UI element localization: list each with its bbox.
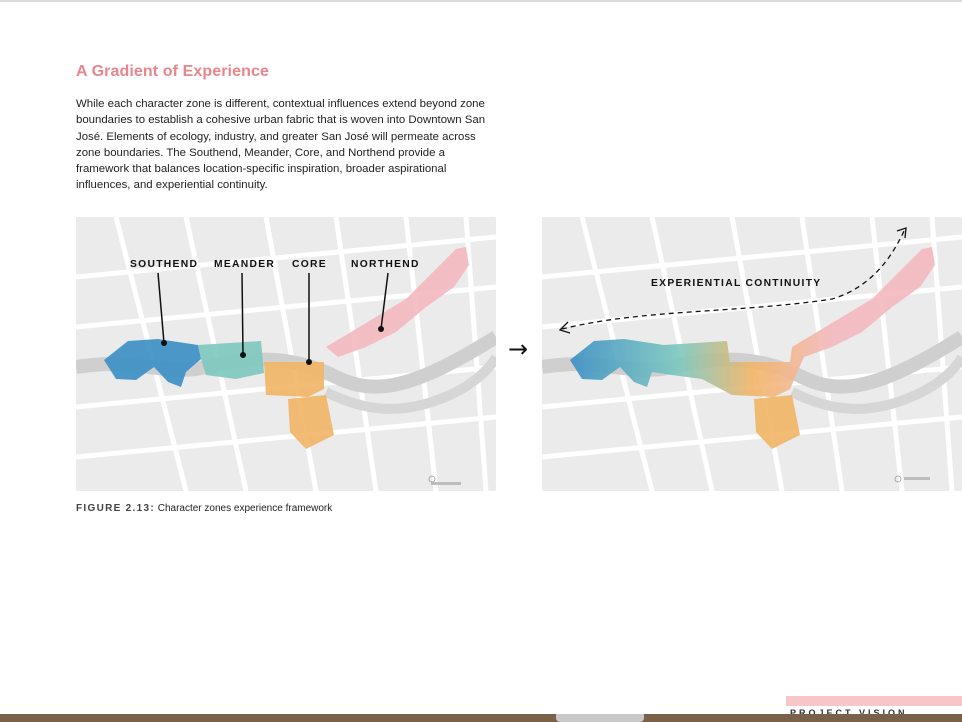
continuity-map-graphic <box>542 217 962 491</box>
arrowhead-left-icon <box>558 321 571 334</box>
flow-arrow-icon: → <box>508 335 529 363</box>
north-arrow-icon <box>428 475 436 483</box>
continuity-label: EXPERIENTIAL CONTINUITY <box>651 278 822 289</box>
continuity-map: EXPERIENTIAL CONTINUITY <box>542 217 962 491</box>
figure-caption-text: Character zones experience framework <box>157 503 333 514</box>
footer-accent-strip <box>786 696 962 706</box>
zone-leader-lines <box>157 272 389 362</box>
figure-caption: FIGURE 2.13: Character zones experience … <box>76 503 332 514</box>
zone-label-northend: NORTHEND <box>351 259 420 270</box>
zones-map-graphic <box>76 217 496 491</box>
arrowhead-right-icon <box>896 227 907 239</box>
zone-label-meander: MEANDER <box>214 259 276 270</box>
zone-label-southend: SOUTHEND <box>130 259 199 270</box>
gradient-zones <box>570 247 935 397</box>
page-top-border <box>0 0 962 2</box>
intro-paragraph: While each character zone is different, … <box>76 98 486 192</box>
page-title: A Gradient of Experience <box>76 63 269 80</box>
character-zones-map: SOUTHEND MEANDER CORE NORTHEND <box>76 217 496 491</box>
figure-number: FIGURE 2.13: <box>76 503 155 514</box>
zone-label-core: CORE <box>292 259 327 270</box>
continuity-arrow-path <box>561 228 906 330</box>
core-zone <box>264 362 324 397</box>
viewer-scroll-tab[interactable] <box>556 714 644 722</box>
north-arrow-icon <box>894 475 902 483</box>
southend-zone <box>104 339 201 387</box>
meander-zone <box>198 341 264 379</box>
footer-section-label: PROJECT VISION <box>790 708 908 718</box>
northend-zone <box>326 247 469 357</box>
core-zone-south <box>288 395 334 449</box>
viewer-bottom-bar <box>0 714 962 722</box>
